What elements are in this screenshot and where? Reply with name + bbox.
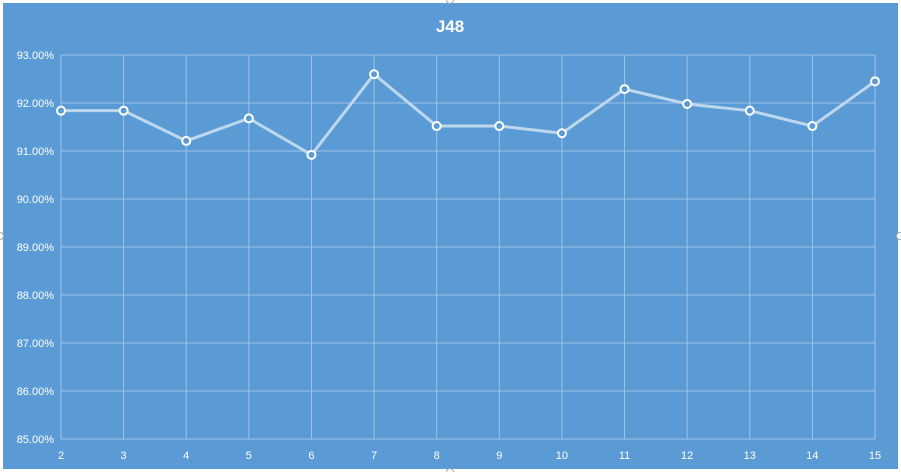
data-point [682,98,693,109]
y-tick-label: 90.00% [17,194,55,206]
chart-area[interactable]: J48 85.00% 86.00% 87.00% 88.00% 89.00% 90.00%… [3,3,898,469]
x-tick-label: 9 [496,450,502,462]
data-point [118,105,129,116]
line-chart: J48 85.00% 86.00% 87.00% 88.00% 89.00% 90.00%… [17,17,881,462]
y-tick-label: 86.00% [17,386,55,398]
y-tick-label: 93.00% [17,50,55,62]
data-series[interactable] [56,69,880,160]
data-point [744,105,755,116]
x-tick-label: 8 [434,450,440,462]
y-tick-label: 92.00% [17,98,55,110]
data-point [870,76,880,87]
data-point [807,121,818,132]
y-tick-label: 89.00% [17,242,55,254]
data-point [619,84,630,95]
y-tick-label: 91.00% [17,146,55,158]
x-tick-label: 4 [183,450,189,462]
data-point [431,121,442,132]
x-tick-label: 7 [371,450,377,462]
gridlines [60,54,876,440]
resize-handle-bottom[interactable] [446,468,454,472]
x-tick-label: 5 [246,450,252,462]
data-point [56,105,66,116]
data-point [306,149,317,160]
x-tick-label: 11 [619,450,630,462]
x-axis-tick-labels: 2 3 4 5 6 7 8 9 10 11 12 13 14 15 [58,450,881,462]
x-tick-label: 10 [556,450,568,462]
series-line [61,72,876,157]
x-tick-label: 15 [869,450,881,462]
data-point [556,128,567,139]
chart-title: J48 [436,17,464,36]
y-tick-label: 88.00% [17,290,55,302]
x-tick-label: 13 [744,450,756,462]
resize-handle-right[interactable] [896,232,901,240]
data-point [494,121,505,132]
x-tick-label: 6 [308,450,314,462]
x-tick-label: 12 [681,450,693,462]
x-tick-label: 2 [58,450,64,462]
x-tick-label: 3 [121,450,127,462]
x-tick-label: 14 [806,450,818,462]
y-tick-label: 87.00% [17,338,55,350]
data-point [243,113,254,124]
data-point [181,135,192,146]
y-axis-tick-labels: 85.00% 86.00% 87.00% 88.00% 89.00% 90.00% 91.0… [17,50,55,446]
data-point [369,69,380,80]
y-tick-label: 85.00% [17,434,55,446]
